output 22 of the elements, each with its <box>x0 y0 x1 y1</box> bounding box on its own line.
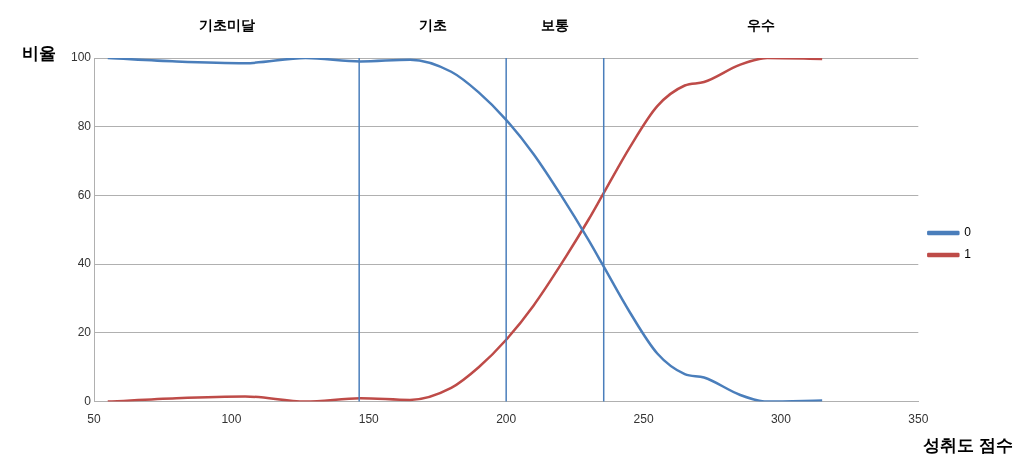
y-axis-title: 비율 <box>22 43 57 63</box>
y-tick-label: 20 <box>77 325 92 340</box>
y-tick-label: 40 <box>77 256 92 271</box>
x-tick-label: 300 <box>770 412 792 427</box>
text: 기초미달 <box>198 16 255 33</box>
y-tick-label: 100 <box>70 50 92 65</box>
x-tick-label: 150 <box>358 412 380 427</box>
x-tick-label: 50 <box>87 412 102 427</box>
x-tick-label: 200 <box>496 412 517 427</box>
x-tick-label: 250 <box>633 412 654 427</box>
line-series <box>106 58 824 402</box>
legend-label: 1 <box>964 247 972 262</box>
y-tick-label: 60 <box>77 187 92 202</box>
y-tick-label: 80 <box>77 119 92 134</box>
legend-label: 0 <box>964 225 972 240</box>
text: 보통 <box>540 16 569 33</box>
y-tick-label: 0 <box>84 393 92 408</box>
text: 우수 <box>747 16 776 33</box>
x-tick-label: 350 <box>908 412 929 427</box>
x-tick-label: 100 <box>221 412 242 427</box>
x-axis-title: 성취도 점수 <box>923 436 1013 456</box>
text: 기초 <box>418 16 447 33</box>
